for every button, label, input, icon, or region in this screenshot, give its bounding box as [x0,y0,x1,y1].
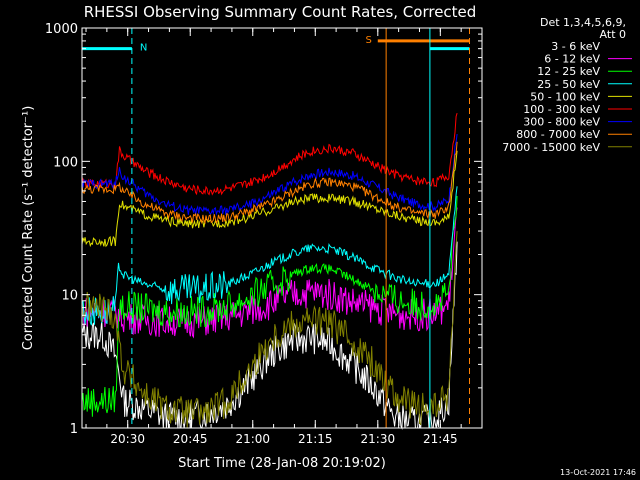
legend-label-8: 7000 - 15000 keV [502,141,600,154]
y-tick-label-1: 10 [61,289,78,304]
series-line-3 [81,186,458,326]
x-tick-label-2: 21:00 [235,432,270,446]
x-tick-label-4: 21:30 [361,432,396,446]
flag-label-1: S [365,35,371,46]
legend-label-1: 6 - 12 keV [544,53,600,66]
series-line-5 [81,112,458,196]
series-line-7 [81,141,458,225]
legend-label-5: 100 - 300 keV [523,103,600,116]
y-axis-label: Corrected Count Rate (s⁻¹ detector⁻¹) [21,106,36,351]
legend-label-4: 50 - 100 keV [530,90,600,103]
series-line-4 [81,150,458,248]
legend-header-line-1: Det 1,3,4,5,6,9, [540,16,626,29]
legend-label-7: 800 - 7000 keV [516,128,600,141]
legend-header-line-2: Att 0 [600,28,626,41]
legend-label-2: 12 - 25 keV [537,65,600,78]
y-tick-label-2: 100 [53,155,78,170]
y-tick-label-3: 1000 [45,22,78,37]
series-line-8 [81,231,458,428]
x-tick-label-1: 20:45 [173,432,208,446]
axes: 20:30 20:45 21:00 21:15 21:30 21:45 1 10 100 1000 [45,22,483,446]
plot-frame [81,27,483,429]
x-axis-label: Start Time (28-Jan-08 20:19:02) [178,456,386,471]
x-tick-label-5: 21:45 [423,432,458,446]
y-tick-label-0: 1 [70,422,78,437]
chart-title: RHESSI Observing Summary Count Rates, Co… [84,3,477,21]
legend-label-0: 3 - 6 keV [551,40,600,53]
x-tick-label-0: 20:30 [110,432,145,446]
series-line-2 [81,195,458,417]
plot-area: NS [81,28,470,430]
footer-date: 13-Oct-2021 17:46 [560,468,636,477]
series-line-0 [81,241,458,430]
x-tick-label-3: 21:15 [298,432,333,446]
series-line-6 [81,134,458,216]
legend-label-6: 300 - 800 keV [523,116,600,129]
flag-label-0: N [140,43,147,54]
legend-label-3: 25 - 50 keV [537,78,600,91]
